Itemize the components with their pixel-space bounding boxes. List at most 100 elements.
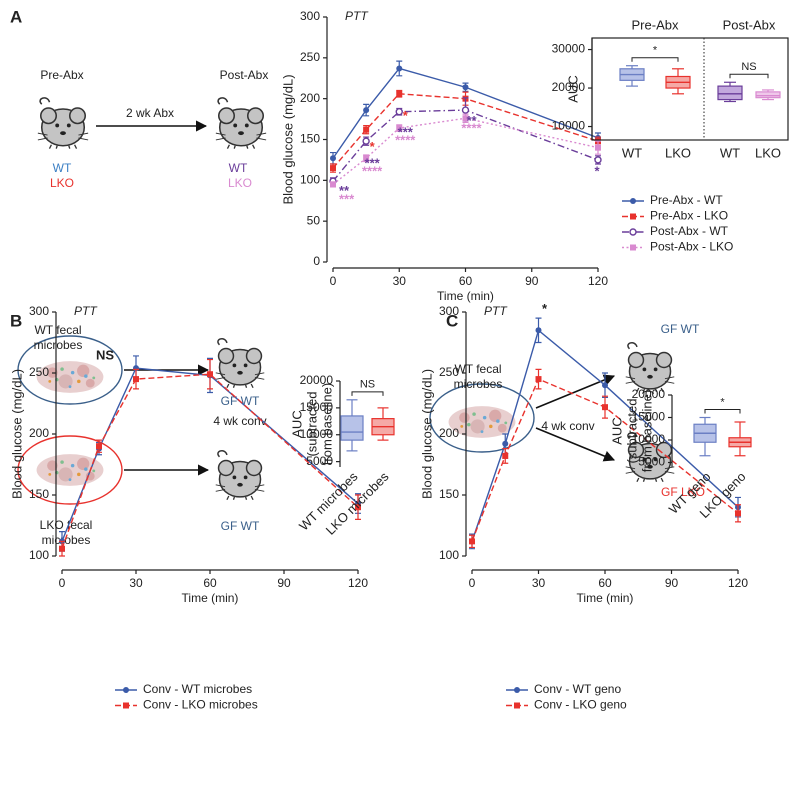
- diagram-label: WT fecal: [454, 362, 501, 376]
- y-axis-label: Blood glucose (mg/dL): [9, 369, 24, 499]
- panel-label: A: [10, 7, 22, 26]
- significance-label: NS: [360, 379, 375, 391]
- y-tick-label: 15000: [632, 410, 666, 424]
- group-label: GF WT: [221, 519, 260, 533]
- data-point: [502, 440, 509, 447]
- significance-label: ***: [365, 155, 381, 170]
- chart-title: PTT: [484, 304, 508, 318]
- y-tick-label: 150: [300, 132, 320, 146]
- y-tick-label: 200: [439, 426, 459, 440]
- significance-label: NS: [741, 61, 756, 73]
- x-tick-label: 30: [129, 576, 143, 590]
- diagram-label: Pre-Abx: [40, 68, 83, 82]
- y-axis-label: AUC: [609, 417, 624, 444]
- microbes-icon: [36, 454, 104, 486]
- legend-label: Conv - WT geno: [534, 682, 621, 696]
- legend-marker: [630, 198, 636, 204]
- data-point: [502, 452, 509, 459]
- arrow: [535, 427, 616, 462]
- data-point: [330, 155, 336, 162]
- significance-bracket: [631, 57, 679, 62]
- x-tick-label: 90: [525, 274, 539, 288]
- group-label: GF WT: [661, 322, 700, 336]
- data-point: [363, 126, 370, 133]
- significance-bracket: [351, 391, 384, 396]
- data-point: [362, 137, 370, 145]
- legend-marker: [630, 213, 636, 220]
- legend-label: Pre-Abx - LKO: [650, 209, 728, 223]
- data-point: [602, 382, 608, 389]
- x-tick-label: 30: [532, 576, 546, 590]
- y-tick-label: 50: [307, 213, 321, 227]
- group-label: WT: [53, 161, 72, 175]
- x-tick-label: LKO: [665, 145, 691, 160]
- data-point: [363, 155, 370, 162]
- significance-label: ****: [395, 133, 416, 148]
- x-tick-label: 0: [59, 576, 66, 590]
- x-tick-label: WT: [622, 145, 642, 160]
- x-axis-label: Time (min): [437, 289, 494, 303]
- significance-label: **: [339, 183, 350, 198]
- y-axis-label: from baseline): [639, 390, 654, 472]
- panel-label: C: [446, 311, 458, 330]
- mouse-icon: [214, 449, 266, 501]
- mouse-icon: [214, 337, 266, 389]
- significance-label: ****: [461, 120, 482, 135]
- y-tick-label: 100: [439, 548, 459, 562]
- legend-label: Conv - LKO geno: [534, 698, 627, 712]
- data-point: [735, 510, 741, 517]
- y-tick-label: 300: [300, 9, 320, 23]
- legend-label: Conv - WT microbes: [143, 682, 252, 696]
- diagram-label: 4 wk conv: [541, 419, 594, 433]
- data-point: [535, 376, 542, 383]
- y-tick-label: 200: [300, 91, 320, 105]
- x-tick-label: 0: [330, 274, 337, 288]
- y-tick-label: 200: [29, 426, 49, 440]
- data-point: [602, 404, 608, 411]
- x-tick-label: 120: [348, 576, 368, 590]
- significance-label: ***: [339, 191, 355, 206]
- x-tick-label: 0: [469, 576, 476, 590]
- significance-label: NS: [96, 347, 114, 362]
- y-tick-label: 5000: [638, 455, 665, 469]
- data-point: [594, 156, 602, 164]
- box: [755, 91, 781, 99]
- diagram-label: 2 wk Abx: [126, 106, 174, 120]
- significance-label: ****: [362, 164, 383, 179]
- y-tick-label: 150: [439, 487, 459, 501]
- significance-label: *: [370, 139, 376, 154]
- data-point: [462, 84, 469, 91]
- x-tick-label: 120: [588, 274, 608, 288]
- y-tick-label: 10000: [552, 119, 586, 133]
- mouse-icon: [624, 341, 676, 393]
- data-point: [96, 443, 102, 450]
- y-tick-label: 0: [313, 254, 320, 268]
- y-tick-label: 5000: [306, 454, 333, 468]
- y-axis-label: (subtracted: [304, 391, 319, 456]
- mouse-icon: [214, 96, 268, 150]
- data-point: [133, 376, 139, 383]
- data-point: [469, 538, 475, 545]
- significance-bracket: [704, 409, 741, 414]
- y-tick-label: 20000: [552, 80, 586, 94]
- legend-label: Post-Abx - WT: [650, 224, 729, 238]
- significance-label: *: [403, 108, 409, 123]
- x-tick-label: 120: [728, 576, 748, 590]
- y-axis-label: AUC: [565, 75, 580, 102]
- x-axis-label: Time (min): [182, 591, 239, 605]
- group-label: Pre-Abx: [632, 17, 679, 32]
- y-tick-label: 100: [300, 173, 320, 187]
- diagram-label: 4 wk conv: [213, 414, 266, 428]
- y-tick-label: 250: [300, 50, 320, 64]
- data-point: [355, 504, 361, 511]
- box: [340, 415, 364, 441]
- panel-label: B: [10, 311, 22, 330]
- y-tick-label: 20000: [632, 387, 666, 401]
- significance-label: **: [466, 113, 477, 128]
- data-point: [461, 106, 470, 114]
- x-tick-label: 90: [665, 576, 679, 590]
- x-tick-label: 60: [598, 576, 612, 590]
- legend-marker: [514, 702, 520, 709]
- legend-marker: [123, 702, 129, 709]
- y-axis-label: AUC: [289, 410, 304, 437]
